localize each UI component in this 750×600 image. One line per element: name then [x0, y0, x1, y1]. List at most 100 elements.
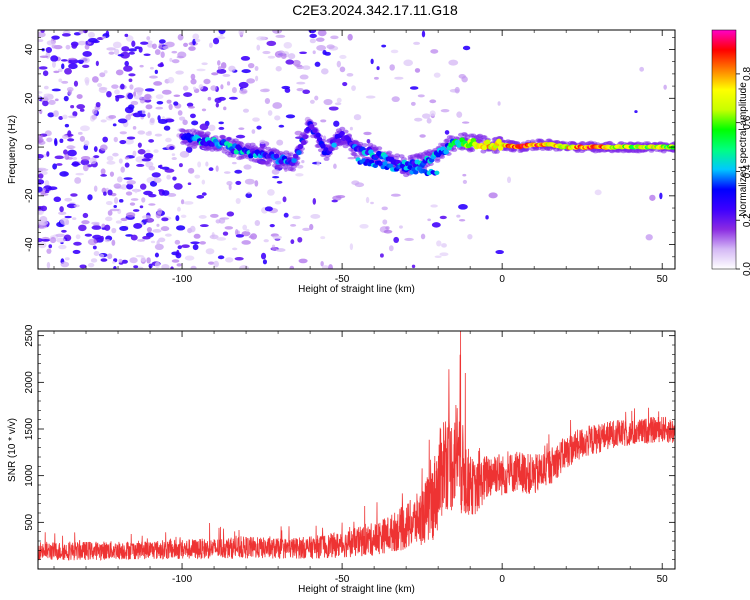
spectrogram-noise-cell [409, 86, 419, 90]
spectrogram-noise-cell [254, 66, 259, 71]
spectrogram-noise-cell [283, 41, 293, 49]
spectrogram-noise-cell [185, 146, 193, 153]
chart-title: C2E3.2024.342.17.11.G18 [292, 2, 458, 18]
spectrogram-noise-cell [271, 246, 277, 251]
spectrogram-ridge-halo [230, 153, 237, 158]
spectrogram-noise-cell [46, 261, 51, 269]
y-tick-label: 500 [24, 514, 35, 531]
spectrogram-noise-cell [391, 96, 400, 103]
spectrogram-noise-cell [124, 162, 130, 168]
spectrogram-noise-cell [93, 155, 100, 159]
spectrogram-ridge-halo [282, 165, 289, 170]
spectrogram-noise-cell [120, 166, 125, 173]
spectrogram-noise-cell [51, 35, 60, 40]
spectrogram-noise-cell [169, 57, 173, 62]
spectrogram-noise-cell [61, 80, 69, 84]
spectrogram-noise-cell [164, 233, 172, 237]
spectrogram-noise-cell [218, 121, 224, 125]
spectrogram-noise-cell [42, 100, 49, 107]
x-tick-label: 50 [657, 274, 669, 285]
spectrogram-noise-cell [363, 131, 372, 136]
spectrogram-noise-cell [141, 215, 152, 219]
spectrogram-noise-cell [288, 53, 296, 60]
spectrogram-branch-cell [413, 170, 419, 175]
spectrogram-noise-cell [174, 239, 181, 245]
spectrogram-noise-cell [390, 49, 399, 54]
spectrogram-noise-cell [147, 130, 152, 135]
spectrogram-noise-cell [161, 190, 170, 196]
spectrogram-noise-cell [98, 87, 108, 93]
spectrogram-noise-cell [192, 86, 197, 91]
spectrogram-noise-cell [64, 197, 73, 202]
spectrogram-noise-cell [225, 257, 234, 263]
spectrogram-noise-cell [330, 35, 339, 40]
colorbar-tick-label: 0.4 [742, 164, 750, 178]
spectrogram-noise-cell [130, 198, 139, 201]
spectrogram-noise-cell [160, 226, 170, 232]
spectrogram-noise-cell [254, 180, 259, 187]
spectrogram-noise-cell [59, 217, 69, 225]
spectrogram-noise-cell [212, 37, 220, 45]
spectrogram-noise-cell [54, 139, 58, 147]
spectrogram-noise-cell [155, 94, 164, 100]
spectrogram-noise-cell [495, 250, 504, 255]
spectrogram-noise-cell [312, 50, 316, 55]
spectrogram-noise-cell [113, 48, 120, 55]
spectrogram-noise-cell [381, 44, 387, 48]
spectrogram-ridge-cell [315, 132, 321, 138]
spectrogram-noise-cell [252, 117, 260, 122]
spectrogram-ridge-halo [265, 162, 272, 167]
spectrogram-noise-cell [97, 82, 103, 88]
spectrogram-noise-cell [134, 188, 138, 194]
spectrogram-noise-cell [247, 191, 251, 195]
spectrogram-noise-cell [349, 243, 354, 251]
spectrogram-noise-cell [129, 84, 134, 90]
spectrogram-noise-cell [123, 65, 133, 72]
spectrogram-noise-cell [66, 203, 77, 209]
spectrogram-noise-cell [113, 204, 118, 209]
spectrogram-noise-cell [147, 218, 154, 223]
spectrogram-noise-cell [131, 40, 136, 47]
spectrogram-noise-cell [148, 193, 157, 198]
spectrogram-noise-cell [248, 235, 254, 239]
spectrogram-ridge-halo [444, 138, 451, 143]
spectrogram-noise-cell [294, 64, 303, 68]
spectrogram-noise-cell [128, 48, 137, 52]
spectrogram-noise-cell [147, 112, 151, 119]
spectrogram-noise-cell [93, 185, 98, 192]
colorbar-tick-label: 0.8 [742, 67, 750, 81]
spectrogram-noise-cell [243, 164, 252, 170]
spectrogram-noise-cell [235, 134, 246, 139]
spectrogram-noise-cell [58, 116, 63, 120]
spectrogram-noise-cell [139, 205, 144, 209]
spectrogram-noise-cell [414, 68, 421, 73]
spectrogram-noise-cell [124, 60, 129, 67]
spectrogram-ridge-cell [443, 149, 449, 155]
spectrogram-noise-cell [118, 158, 123, 164]
spectrogram-noise-cell [167, 76, 175, 84]
spectrogram-noise-cell [427, 218, 431, 222]
spectrogram-noise-cell [65, 44, 71, 50]
spectrogram-noise-cell [301, 160, 305, 164]
spectrogram-noise-cell [365, 95, 376, 99]
spectrogram-noise-cell [41, 171, 48, 175]
spectrogram-noise-cell [226, 211, 235, 217]
spectrogram-noise-cell [207, 96, 212, 101]
spectrogram-noise-cell [72, 111, 78, 117]
spectrogram-noise-cell [183, 42, 189, 47]
spectrogram-noise-cell [39, 55, 49, 59]
spectrogram-noise-cell [180, 214, 187, 219]
spectrogram-noise-cell [223, 171, 231, 174]
spectrogram-branch-cell [382, 161, 388, 166]
spectrogram-noise-cell [156, 240, 160, 246]
spectrogram-noise-cell [239, 88, 248, 95]
spectrogram-noise-cell [38, 153, 44, 159]
spectrogram-noise-cell [120, 51, 130, 59]
spectrogram-noise-cell [132, 209, 140, 212]
spectrogram-noise-cell [104, 224, 111, 231]
spectrogram-noise-cell [177, 34, 184, 41]
spectrogram-noise-cell [275, 66, 282, 72]
spectrogram-noise-cell [333, 120, 340, 127]
spectrogram-branch-cell [368, 159, 375, 165]
spectrogram-noise-cell [61, 229, 67, 233]
